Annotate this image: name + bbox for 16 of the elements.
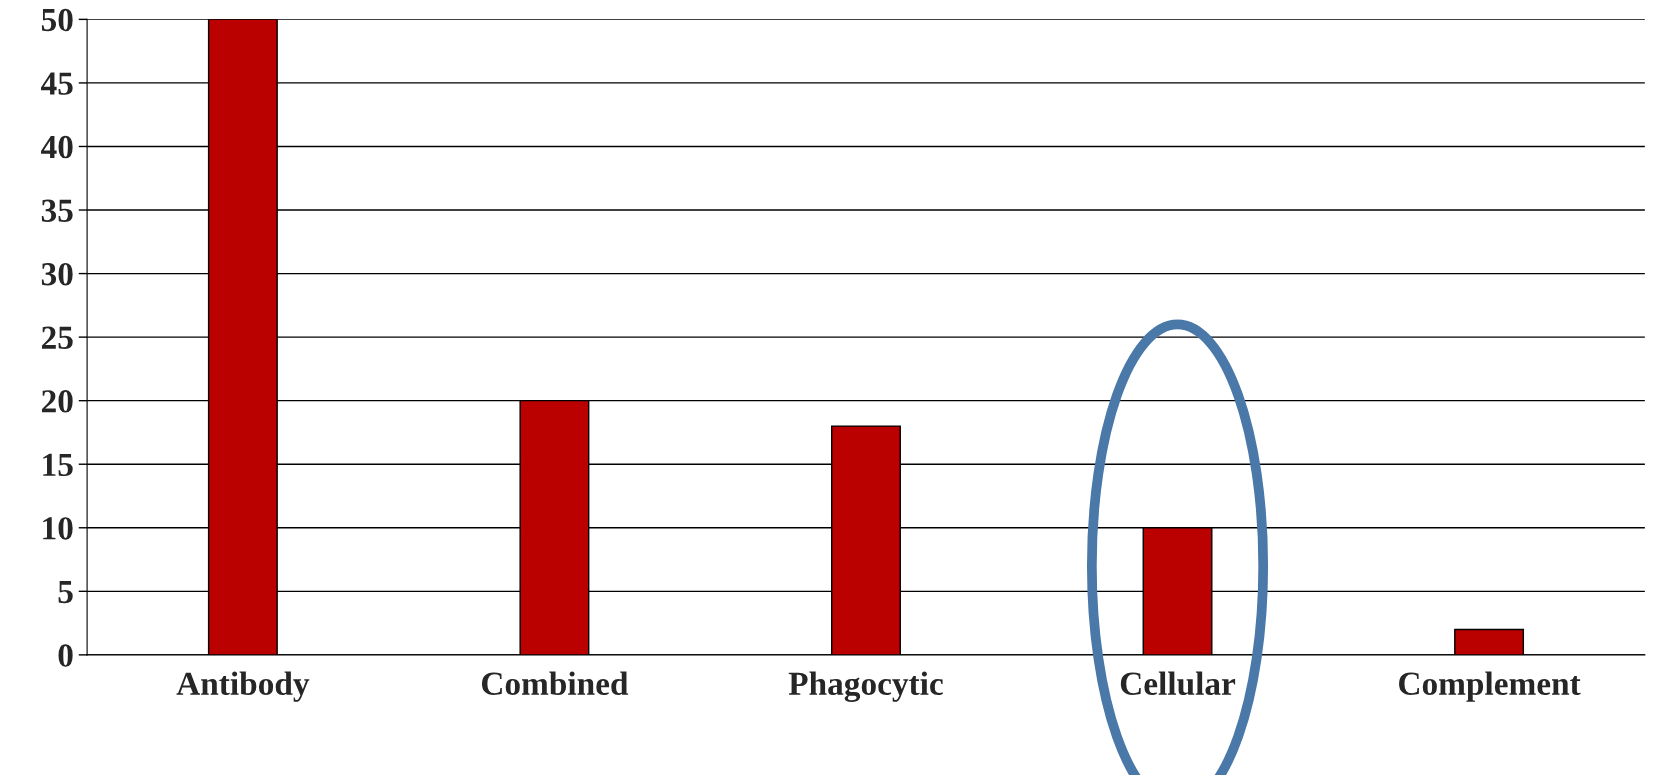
y-tick-label: 5 [58, 581, 73, 604]
y-tick-label: 35 [41, 199, 73, 222]
x-tick-label: Cellular [1120, 671, 1236, 696]
y-tick-label: 45 [41, 72, 73, 95]
x-tick-label: Combined [481, 671, 629, 695]
y-tick-label: 10 [43, 517, 73, 540]
y-tick-label: 20 [41, 390, 73, 413]
y-tick-label: 0 [58, 644, 73, 667]
x-tick-label: Phagocytic [788, 671, 943, 703]
y-tick-label: 30 [41, 262, 73, 286]
y-tick-label: 25 [41, 326, 73, 350]
y-tick-label: 50 [41, 8, 73, 32]
y-tick-label: 15 [43, 453, 73, 477]
x-tick-label: Antibody [176, 671, 310, 702]
y-tick-label: 40 [41, 135, 73, 159]
x-tick-label: Complement [1399, 671, 1581, 702]
